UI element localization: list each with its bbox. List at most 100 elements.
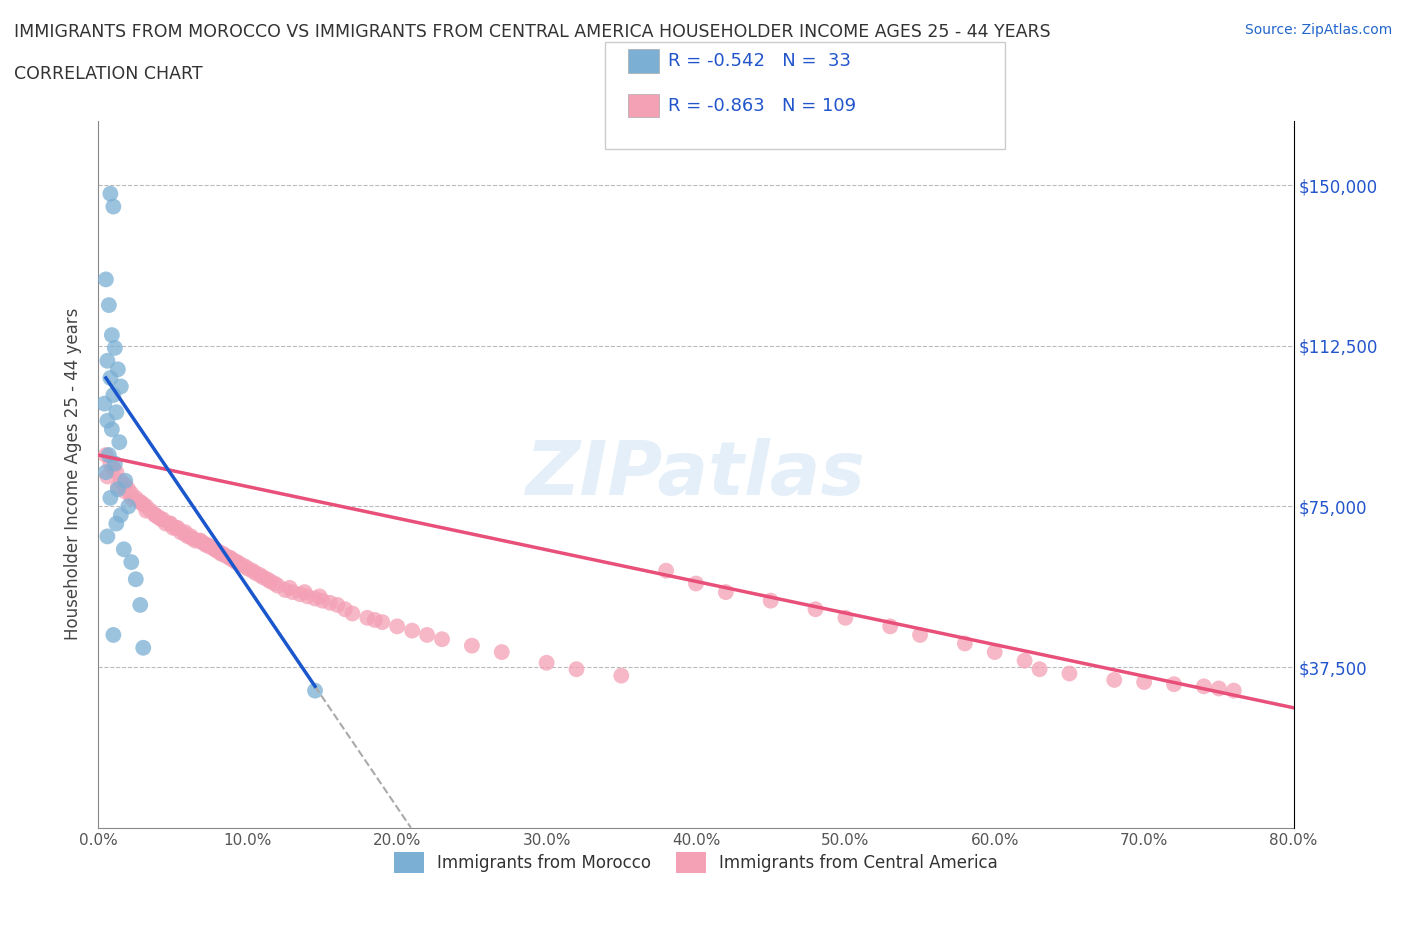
Point — [311, 593, 333, 608]
Point — [129, 495, 152, 510]
Text: IMMIGRANTS FROM MOROCCO VS IMMIGRANTS FROM CENTRAL AMERICA HOUSEHOLDER INCOME AG: IMMIGRANTS FROM MOROCCO VS IMMIGRANTS FR… — [14, 23, 1050, 41]
Point — [297, 589, 319, 604]
Point — [229, 557, 252, 572]
Point — [96, 413, 118, 428]
Point — [94, 447, 117, 462]
Point — [249, 567, 271, 582]
Point — [263, 576, 285, 591]
Y-axis label: Householder Income Ages 25 - 44 years: Householder Income Ages 25 - 44 years — [65, 308, 83, 641]
Point — [195, 538, 218, 552]
Point — [685, 576, 707, 591]
Point — [162, 521, 184, 536]
Point — [1192, 679, 1215, 694]
Point — [155, 516, 177, 531]
Point — [117, 499, 139, 514]
Point — [148, 510, 170, 525]
Point — [188, 533, 211, 548]
Point — [245, 565, 267, 580]
Point — [304, 591, 326, 606]
Point — [177, 529, 200, 544]
Point — [1104, 672, 1126, 687]
Point — [174, 525, 197, 539]
Point — [98, 456, 122, 471]
Point — [401, 623, 423, 638]
Point — [565, 662, 588, 677]
Text: Source: ZipAtlas.com: Source: ZipAtlas.com — [1244, 23, 1392, 37]
Point — [385, 619, 409, 634]
Point — [97, 447, 120, 462]
Point — [180, 529, 202, 544]
Point — [416, 628, 439, 643]
Point — [110, 379, 132, 394]
Point — [804, 602, 827, 617]
Point — [103, 628, 125, 643]
Point — [105, 405, 128, 419]
Point — [364, 613, 387, 628]
Point — [236, 561, 259, 576]
Point — [132, 497, 155, 512]
Point — [101, 422, 124, 437]
Point — [1059, 666, 1081, 681]
Point — [129, 597, 152, 612]
Point — [204, 542, 226, 557]
Point — [209, 546, 232, 561]
Point — [371, 615, 394, 630]
Point — [908, 628, 931, 643]
Point — [1208, 681, 1230, 696]
Point — [96, 529, 118, 544]
Point — [834, 610, 856, 625]
Text: CORRELATION CHART: CORRELATION CHART — [14, 65, 202, 83]
Point — [94, 272, 117, 286]
Point — [159, 516, 181, 531]
Point — [226, 554, 249, 569]
Point — [219, 551, 242, 565]
Point — [114, 478, 136, 493]
Point — [98, 490, 122, 505]
Text: R = -0.542   N =  33: R = -0.542 N = 33 — [668, 52, 851, 71]
Point — [214, 549, 236, 564]
Point — [181, 531, 204, 546]
Point — [1028, 662, 1050, 677]
Point — [96, 353, 118, 368]
Point — [107, 362, 129, 377]
Point — [143, 508, 166, 523]
Point — [120, 486, 142, 501]
Point — [117, 482, 139, 497]
Point — [281, 585, 304, 600]
Point — [174, 526, 197, 541]
Point — [225, 554, 247, 569]
Point — [304, 684, 326, 698]
Point — [984, 644, 1007, 659]
Point — [129, 495, 152, 510]
Point — [98, 186, 122, 201]
Point — [94, 465, 117, 480]
Point — [97, 298, 120, 312]
Point — [105, 516, 128, 531]
Point — [96, 469, 118, 484]
Point — [103, 460, 125, 475]
Point — [1133, 674, 1156, 689]
Point — [207, 544, 229, 559]
Point — [110, 473, 132, 488]
Point — [222, 552, 245, 567]
Point — [103, 388, 125, 403]
Point — [191, 536, 214, 551]
Point — [233, 559, 256, 574]
Point — [150, 512, 173, 526]
Point — [104, 456, 127, 471]
Point — [112, 542, 135, 557]
Point — [240, 564, 263, 578]
Point — [342, 606, 364, 621]
Point — [159, 516, 181, 531]
Point — [120, 554, 142, 569]
Point — [101, 327, 124, 342]
Point — [135, 503, 157, 518]
Point — [1014, 653, 1036, 668]
Point — [114, 484, 136, 498]
Point — [103, 199, 125, 214]
Point — [93, 396, 115, 411]
Point — [267, 578, 290, 593]
Point — [200, 539, 222, 554]
Point — [165, 521, 187, 536]
Point — [125, 572, 148, 587]
